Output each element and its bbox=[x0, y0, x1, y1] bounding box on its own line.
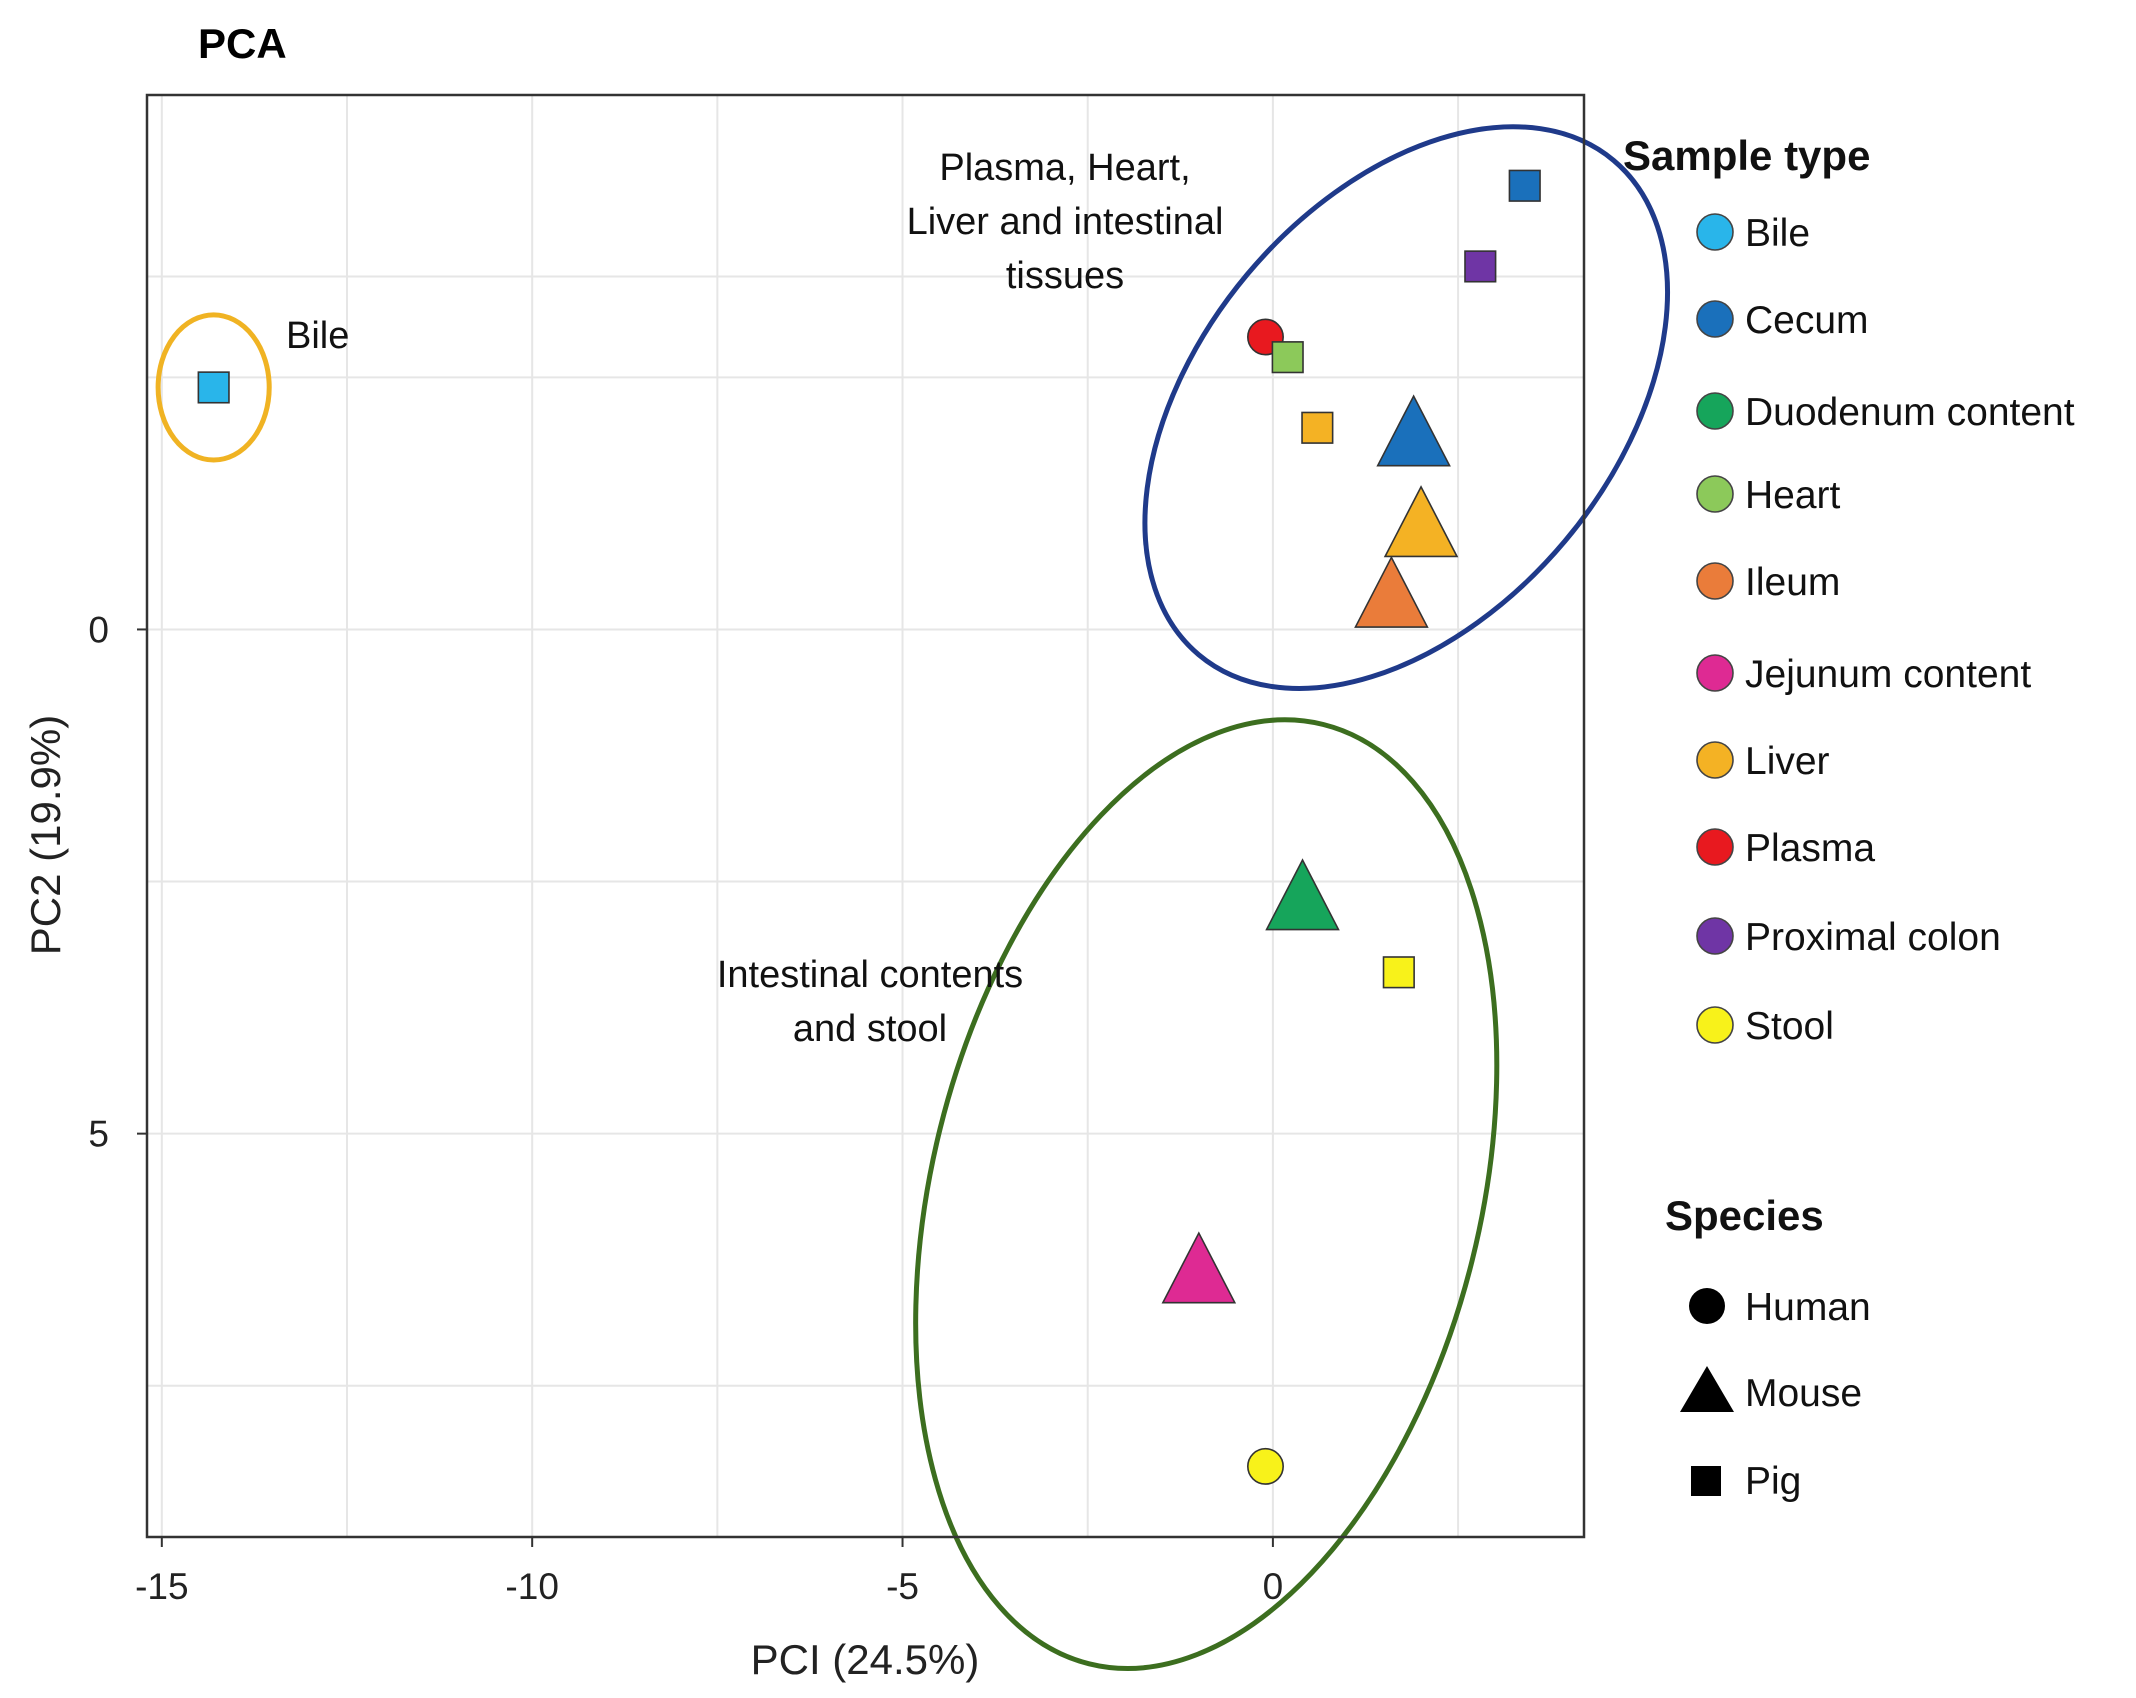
legend-label-human: Human bbox=[1745, 1286, 1871, 1329]
point-bile-pig bbox=[197, 371, 230, 404]
annotation-tissues-line-3: tissues bbox=[1006, 255, 1124, 297]
legend-label-duodenum-content: Duodenum content bbox=[1745, 391, 2075, 434]
annotation-tissues-line-1: Plasma, Heart, bbox=[939, 147, 1190, 189]
ellipse-bile bbox=[155, 312, 272, 463]
point-ileum-mouse bbox=[1354, 555, 1429, 628]
y-axis-ticks: 05 bbox=[88, 609, 147, 1155]
point-heart-pig bbox=[1271, 341, 1304, 374]
legend-label-plasma: Plasma bbox=[1745, 827, 1875, 870]
chart-title: PCA bbox=[198, 20, 287, 67]
legend-sample-types: Bile Cecum Duodenum content Heart Ileum Jejun… bbox=[1696, 212, 2075, 1048]
x-tick-label: 0 bbox=[1263, 1566, 1284, 1607]
legend-label-cecum: Cecum bbox=[1745, 299, 1869, 342]
legend-label-bile: Bile bbox=[1745, 212, 1810, 255]
legend-label-ileum: Ileum bbox=[1745, 561, 1840, 604]
legend-swatch-liver bbox=[1696, 741, 1734, 779]
annotation-tissues-line-2: Liver and intestinal bbox=[907, 201, 1224, 243]
point-duodenum-content-mouse bbox=[1265, 858, 1340, 931]
legend-label-mouse: Mouse bbox=[1745, 1372, 1862, 1415]
x-axis-label: PCI (24.5%) bbox=[751, 1636, 980, 1683]
point-jejunum-content-mouse bbox=[1161, 1231, 1237, 1304]
x-tick-label: -10 bbox=[505, 1566, 558, 1607]
point-cecum-pig bbox=[1508, 169, 1541, 202]
legend-swatch-ileum bbox=[1696, 562, 1734, 600]
legend-label-pig: Pig bbox=[1745, 1460, 1801, 1503]
x-axis-ticks: -15 -10 -5 0 bbox=[135, 1537, 1283, 1607]
legend-shape-human bbox=[1689, 1288, 1725, 1324]
legend-species-title: Species bbox=[1665, 1192, 1824, 1239]
point-liver-pig bbox=[1301, 411, 1334, 444]
y-tick-label: 5 bbox=[88, 1114, 109, 1155]
data-points bbox=[197, 169, 1541, 1485]
ellipse-intestinal-contents-and-stool bbox=[913, 717, 1500, 1671]
legend-swatch-stool bbox=[1696, 1006, 1734, 1044]
legend-swatch-heart bbox=[1696, 475, 1734, 513]
legend-species: Human Mouse Pig bbox=[1680, 1286, 1871, 1503]
annotation-contents-line-2: and stool bbox=[793, 1008, 947, 1050]
legend-swatch-plasma bbox=[1696, 828, 1734, 866]
legend-label-jejunum-content: Jejunum content bbox=[1745, 653, 2031, 696]
y-tick-label: 0 bbox=[88, 609, 109, 650]
legend-sample-type-title: Sample type bbox=[1623, 132, 1870, 179]
legend-swatch-jejunum-content bbox=[1696, 654, 1734, 692]
legend-swatch-cecum bbox=[1696, 300, 1734, 338]
annotation-bile: Bile bbox=[286, 315, 349, 357]
legend-label-liver: Liver bbox=[1745, 740, 1830, 783]
group-ellipses bbox=[155, 124, 1671, 1671]
point-stool-human bbox=[1247, 1447, 1284, 1485]
legend-label-proximal-colon: Proximal colon bbox=[1745, 916, 2001, 959]
legend-shape-mouse bbox=[1680, 1366, 1734, 1412]
grid bbox=[147, 95, 1584, 1537]
point-liver-mouse bbox=[1383, 485, 1459, 558]
ellipse-plasma-heart-liver-and-intestinal-tissues bbox=[1142, 124, 1671, 691]
legend-swatch-bile bbox=[1696, 213, 1734, 251]
annotation-contents-line-1: Intestinal contents bbox=[717, 954, 1023, 996]
point-cecum-mouse bbox=[1376, 394, 1451, 467]
plot-frame bbox=[145, 93, 1586, 1539]
point-proximal-colon-pig bbox=[1464, 250, 1497, 283]
point-stool-pig bbox=[1382, 956, 1415, 989]
legend-swatch-proximal-colon bbox=[1696, 917, 1734, 955]
y-axis-label: PC2 (19.9%) bbox=[22, 715, 69, 955]
x-tick-label: -15 bbox=[135, 1566, 188, 1607]
legend-swatch-duodenum-content bbox=[1696, 392, 1734, 430]
legend-shape-pig bbox=[1691, 1466, 1721, 1496]
legend-label-heart: Heart bbox=[1745, 474, 1841, 517]
legend-label-stool: Stool bbox=[1745, 1005, 1834, 1048]
x-tick-label: -5 bbox=[886, 1566, 919, 1607]
